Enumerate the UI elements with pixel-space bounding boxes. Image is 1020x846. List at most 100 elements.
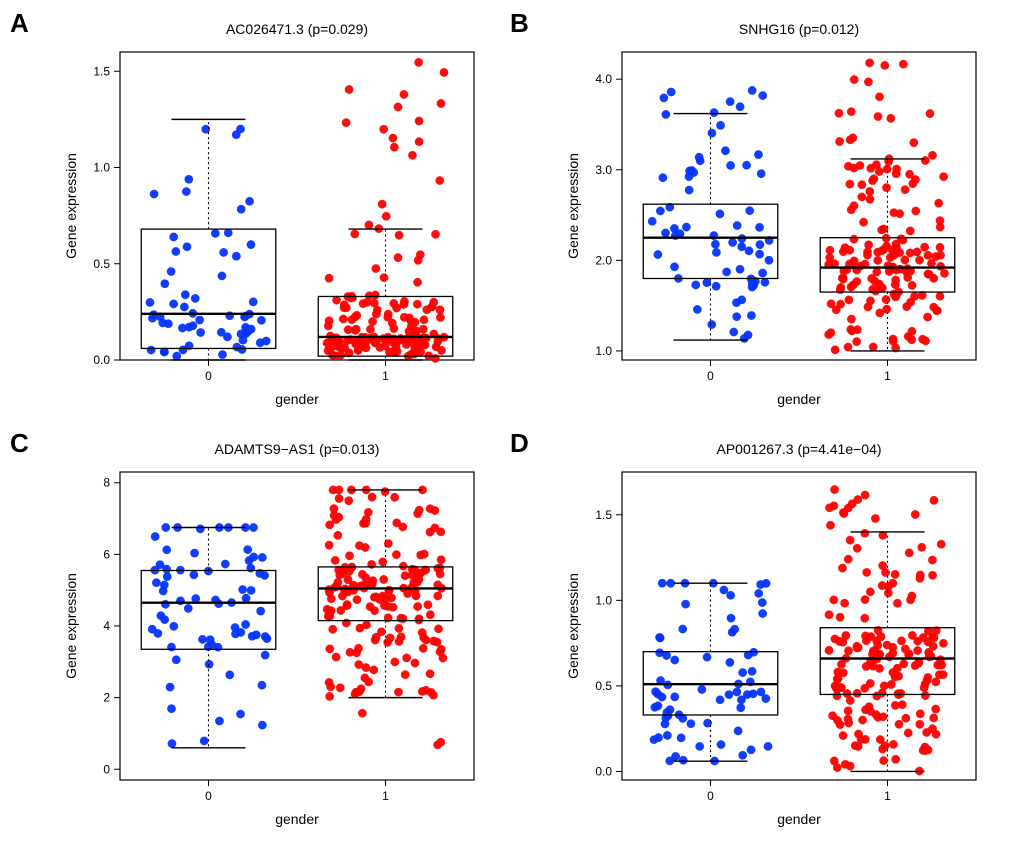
data-point	[928, 571, 936, 579]
data-point	[698, 685, 706, 693]
data-point	[431, 230, 439, 238]
data-point	[749, 281, 757, 289]
data-point	[247, 240, 255, 248]
data-point	[345, 497, 353, 505]
data-point	[434, 592, 442, 600]
data-point	[326, 645, 334, 653]
data-point	[835, 109, 843, 117]
data-point	[416, 250, 424, 258]
data-point	[340, 300, 348, 308]
x-tick-label: 0	[205, 369, 212, 383]
data-point	[415, 117, 423, 125]
data-point	[874, 112, 882, 120]
data-point	[211, 229, 219, 237]
data-point	[748, 667, 756, 675]
data-point	[756, 240, 764, 248]
data-point	[189, 322, 197, 330]
data-point	[695, 153, 703, 161]
data-point	[908, 592, 916, 600]
data-point	[902, 714, 910, 722]
data-point	[836, 300, 844, 308]
data-point	[348, 294, 356, 302]
data-point	[717, 740, 725, 748]
data-point	[262, 337, 270, 345]
data-point	[847, 107, 855, 115]
data-point	[854, 495, 862, 503]
data-point	[874, 256, 882, 264]
data-point	[893, 599, 901, 607]
data-point	[726, 97, 734, 105]
data-point	[245, 197, 253, 205]
data-point	[651, 687, 659, 695]
data-point	[881, 61, 889, 69]
data-point	[895, 248, 903, 256]
data-point	[826, 246, 834, 254]
data-point	[335, 486, 343, 494]
data-point	[152, 578, 160, 586]
data-point	[248, 632, 256, 640]
data-point	[899, 60, 907, 68]
data-point	[882, 295, 890, 303]
data-point	[911, 510, 919, 518]
data-point	[853, 277, 861, 285]
data-point	[173, 352, 181, 360]
data-point	[936, 251, 944, 259]
data-point	[190, 571, 198, 579]
data-point	[755, 250, 763, 258]
data-point	[415, 615, 423, 623]
data-point	[380, 125, 388, 133]
data-point	[656, 207, 664, 215]
data-point	[237, 205, 245, 213]
data-point	[725, 690, 733, 698]
data-point	[397, 633, 405, 641]
data-point	[326, 612, 334, 620]
data-point	[390, 493, 398, 501]
data-point	[352, 649, 360, 657]
data-point	[857, 735, 865, 743]
chart-C: ADAMTS9−AS1 (p=0.013)0246801genderGene e…	[58, 436, 488, 836]
data-point	[891, 276, 899, 284]
data-point	[720, 586, 728, 594]
data-point	[344, 576, 352, 584]
y-tick-label: 1.0	[595, 344, 612, 358]
data-point	[359, 299, 367, 307]
data-point	[355, 541, 363, 549]
data-point	[232, 252, 240, 260]
data-point	[236, 710, 244, 718]
data-point	[894, 689, 902, 697]
y-tick-label: 0	[103, 762, 110, 776]
data-point	[923, 313, 931, 321]
data-point	[437, 346, 445, 354]
data-point	[332, 653, 340, 661]
data-point	[859, 218, 867, 226]
data-point	[434, 625, 442, 633]
data-point	[170, 622, 178, 630]
data-point	[172, 656, 180, 664]
data-point	[887, 680, 895, 688]
data-point	[185, 175, 193, 183]
data-point	[738, 243, 746, 251]
data-point	[329, 625, 337, 633]
data-point	[758, 609, 766, 617]
y-tick-label: 2.0	[595, 253, 612, 267]
data-point	[648, 217, 656, 225]
x-tick-label: 1	[382, 789, 389, 803]
data-point	[393, 347, 401, 355]
data-point	[721, 147, 729, 155]
data-point	[379, 575, 387, 583]
data-point	[172, 247, 180, 255]
y-tick-label: 3.0	[595, 163, 612, 177]
data-point	[370, 606, 378, 614]
data-point	[876, 735, 884, 743]
data-point	[716, 210, 724, 218]
panel-label-A: A	[10, 8, 29, 39]
data-point	[361, 519, 369, 527]
data-point	[358, 709, 366, 717]
data-point	[681, 600, 689, 608]
data-point	[712, 248, 720, 256]
data-point	[936, 243, 944, 251]
data-point	[932, 705, 940, 713]
data-point	[733, 688, 741, 696]
data-point	[739, 751, 747, 759]
data-point	[408, 151, 416, 159]
